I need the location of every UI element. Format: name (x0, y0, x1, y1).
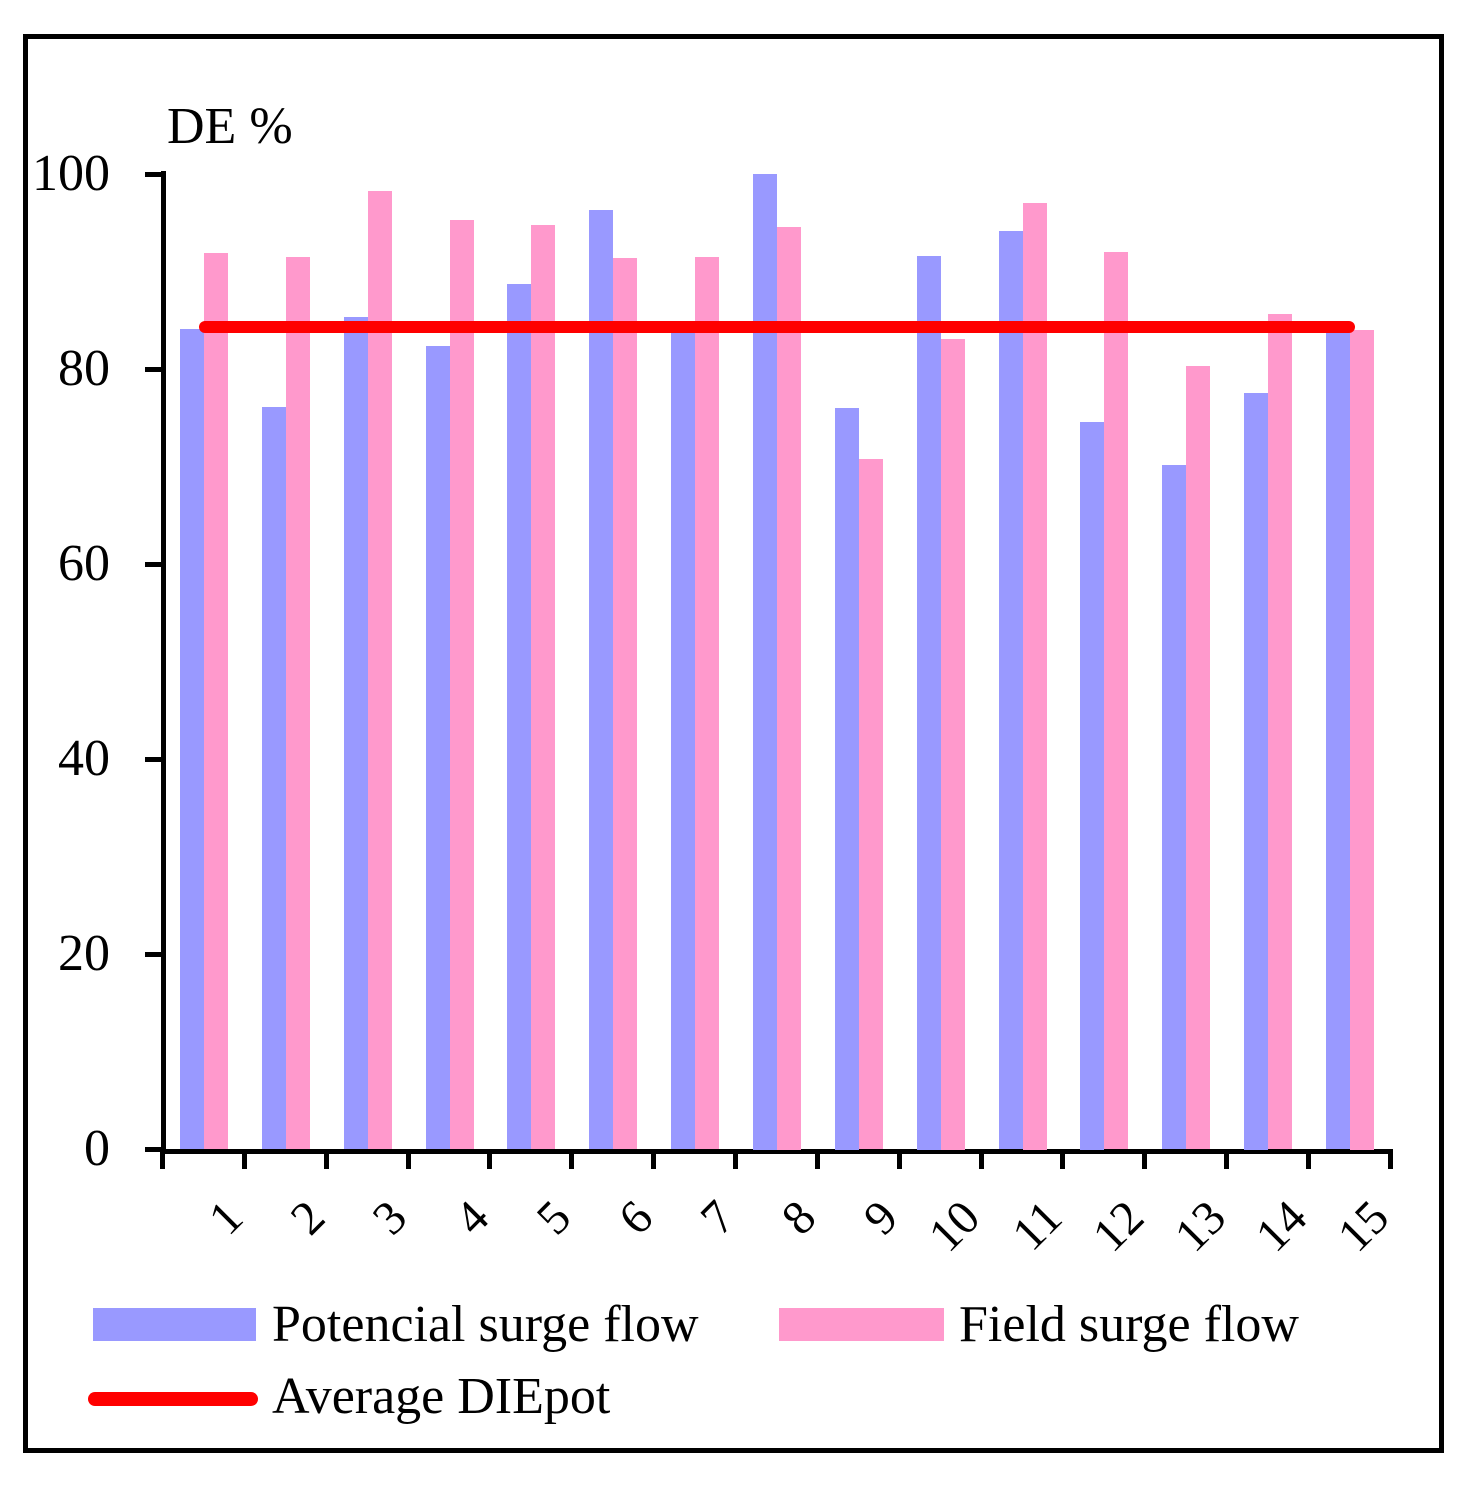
bar-field-12 (1104, 252, 1129, 1150)
x-tick-11 (1060, 1149, 1066, 1169)
legend-label-potencial: Potencial surge flow (272, 1296, 699, 1353)
bar-field-10 (940, 339, 965, 1150)
y-axis-line (161, 171, 166, 1154)
x-axis-label-8: 8 (771, 1190, 827, 1246)
y-tick-0 (145, 1146, 161, 1152)
x-axis-label-11: 11 (1001, 1190, 1072, 1261)
x-tick-13 (1224, 1149, 1230, 1169)
x-axis-label-10: 10 (918, 1190, 991, 1263)
x-tick-2 (323, 1149, 329, 1169)
legend-swatch-field (779, 1308, 944, 1341)
bar-field-9 (858, 459, 883, 1150)
x-tick-1 (241, 1149, 247, 1169)
bar-potencial-13 (1162, 465, 1187, 1150)
y-tick-40 (145, 756, 161, 762)
x-tick-9 (896, 1149, 902, 1169)
bar-field-6 (613, 258, 638, 1150)
x-axis-label-15: 15 (1327, 1190, 1400, 1263)
figure-frame (23, 34, 1444, 1453)
legend-swatch-average-line (88, 1392, 258, 1406)
bar-potencial-11 (998, 231, 1023, 1150)
legend: Potencial surge flow Field surge flow Av… (0, 1290, 1472, 1450)
bar-field-1 (204, 253, 228, 1150)
x-axis-label-7: 7 (690, 1190, 745, 1246)
bar-field-4 (449, 220, 474, 1150)
x-tick-4 (487, 1149, 493, 1169)
legend-swatch-potencial (93, 1308, 256, 1341)
bar-field-5 (531, 225, 556, 1150)
x-axis-label-1: 1 (199, 1190, 254, 1246)
bar-potencial-7 (671, 330, 696, 1150)
y-tick-80 (145, 366, 161, 372)
bar-potencial-5 (507, 283, 532, 1150)
bar-field-8 (776, 227, 801, 1150)
x-tick-7 (732, 1149, 738, 1169)
bar-field-7 (695, 257, 720, 1150)
bar-field-3 (367, 191, 392, 1150)
y-tick-20 (145, 951, 161, 957)
y-axis-title: DE % (167, 98, 293, 155)
x-tick-6 (651, 1149, 657, 1169)
x-tick-0 (160, 1149, 165, 1169)
x-axis-label-5: 5 (526, 1190, 581, 1246)
bar-potencial-10 (916, 256, 941, 1150)
y-axis-label-0: 0 (84, 1119, 110, 1177)
x-axis-line (161, 1149, 1393, 1154)
y-axis-label-60: 60 (58, 534, 110, 592)
bar-potencial-9 (834, 407, 859, 1150)
bar-potencial-1 (180, 328, 204, 1150)
x-axis-label-9: 9 (853, 1190, 909, 1246)
y-axis-label-20: 20 (58, 924, 110, 982)
x-axis-label-6: 6 (608, 1190, 663, 1246)
x-axis-label-14: 14 (1246, 1190, 1318, 1263)
x-tick-12 (1142, 1149, 1148, 1169)
x-tick-5 (569, 1149, 575, 1169)
x-tick-10 (978, 1149, 984, 1169)
legend-label-average: Average DIEpot (272, 1368, 611, 1425)
x-axis-label-12: 12 (1082, 1190, 1154, 1263)
y-axis-label-80: 80 (58, 339, 110, 397)
bar-field-2 (285, 257, 310, 1150)
x-axis-label-13: 13 (1164, 1190, 1236, 1263)
bar-potencial-8 (752, 173, 777, 1150)
bar-field-15 (1349, 329, 1374, 1150)
legend-label-field: Field surge flow (959, 1296, 1299, 1353)
bar-potencial-12 (1080, 422, 1105, 1150)
y-axis-label-40: 40 (58, 729, 110, 787)
bar-potencial-15 (1325, 330, 1350, 1150)
x-tick-8 (814, 1149, 820, 1169)
bar-potencial-2 (261, 406, 286, 1150)
x-axis-label-4: 4 (444, 1190, 500, 1246)
y-tick-100 (145, 171, 161, 177)
bar-field-11 (1022, 202, 1047, 1150)
y-axis-label-100: 100 (32, 144, 110, 202)
x-tick-14 (1305, 1149, 1311, 1169)
x-tick-15 (1387, 1149, 1393, 1169)
bar-potencial-3 (343, 316, 368, 1150)
x-axis-label-3: 3 (362, 1190, 418, 1246)
bar-potencial-6 (589, 209, 614, 1150)
bar-field-13 (1186, 365, 1211, 1150)
x-axis-label-2: 2 (280, 1190, 336, 1246)
bar-field-14 (1268, 313, 1293, 1150)
y-tick-60 (145, 561, 161, 567)
x-tick-3 (405, 1149, 411, 1169)
bar-potencial-14 (1244, 392, 1269, 1150)
average-line (199, 320, 1355, 333)
bar-potencial-4 (425, 346, 450, 1150)
